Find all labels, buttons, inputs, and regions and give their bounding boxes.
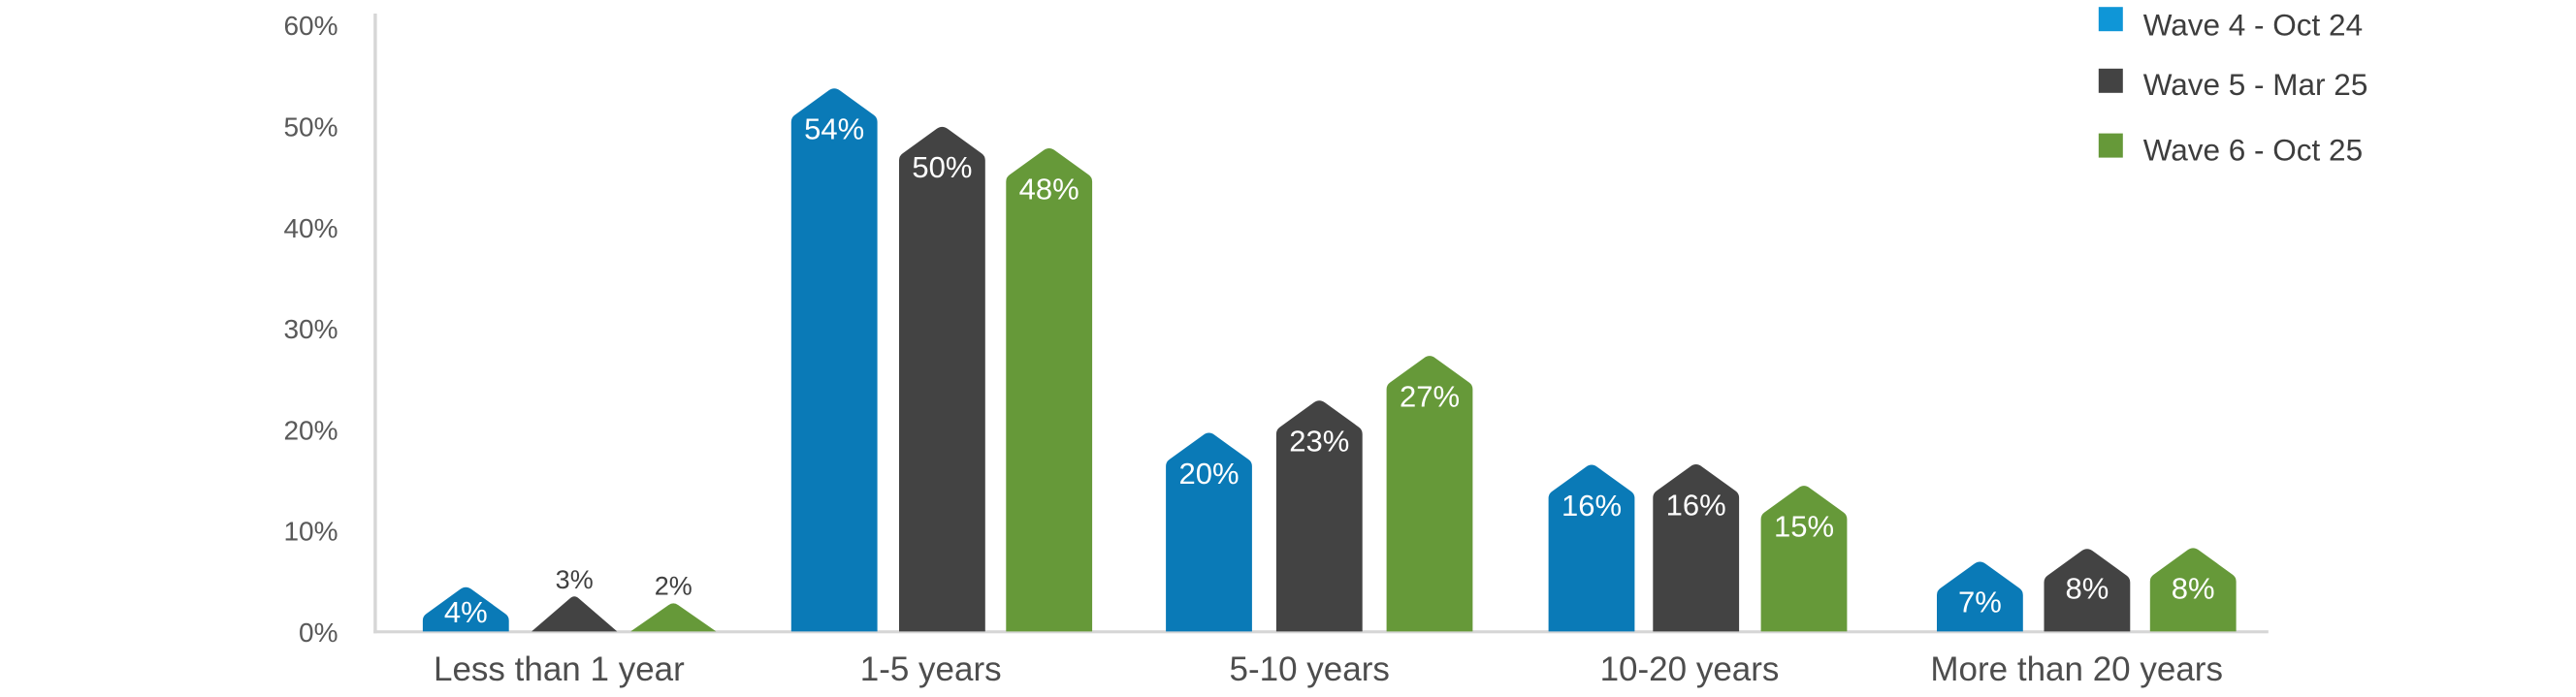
svg-text:60%: 60%: [283, 11, 338, 41]
svg-text:3%: 3%: [556, 565, 594, 594]
svg-text:Wave 6 - Oct 25: Wave 6 - Oct 25: [2143, 133, 2363, 168]
svg-text:7%: 7%: [1958, 586, 2002, 619]
svg-text:40%: 40%: [283, 213, 338, 243]
svg-text:0%: 0%: [299, 618, 338, 648]
svg-text:48%: 48%: [1019, 172, 1079, 206]
svg-text:20%: 20%: [1178, 457, 1239, 491]
svg-text:20%: 20%: [283, 415, 338, 445]
svg-text:1-5 years: 1-5 years: [860, 650, 1002, 688]
svg-text:50%: 50%: [283, 112, 338, 143]
svg-text:8%: 8%: [2172, 572, 2215, 606]
svg-text:10-20 years: 10-20 years: [1600, 650, 1780, 688]
svg-text:30%: 30%: [283, 314, 338, 344]
svg-text:23%: 23%: [1289, 425, 1349, 459]
svg-text:8%: 8%: [2065, 572, 2109, 606]
svg-text:More than 20 years: More than 20 years: [1930, 650, 2223, 688]
svg-text:5-10 years: 5-10 years: [1230, 650, 1390, 688]
svg-text:Wave 4 - Oct 24: Wave 4 - Oct 24: [2143, 7, 2363, 42]
svg-text:Less than 1 year: Less than 1 year: [434, 650, 685, 688]
svg-text:16%: 16%: [1666, 488, 1726, 522]
svg-text:27%: 27%: [1400, 380, 1460, 414]
svg-text:15%: 15%: [1774, 510, 1834, 544]
svg-text:50%: 50%: [912, 150, 972, 184]
svg-text:16%: 16%: [1562, 489, 1622, 523]
svg-text:2%: 2%: [655, 572, 692, 601]
svg-text:54%: 54%: [804, 112, 864, 146]
svg-text:10%: 10%: [283, 517, 338, 547]
svg-text:Wave 5 - Mar 25: Wave 5 - Mar 25: [2143, 67, 2368, 102]
svg-text:4%: 4%: [444, 595, 488, 629]
